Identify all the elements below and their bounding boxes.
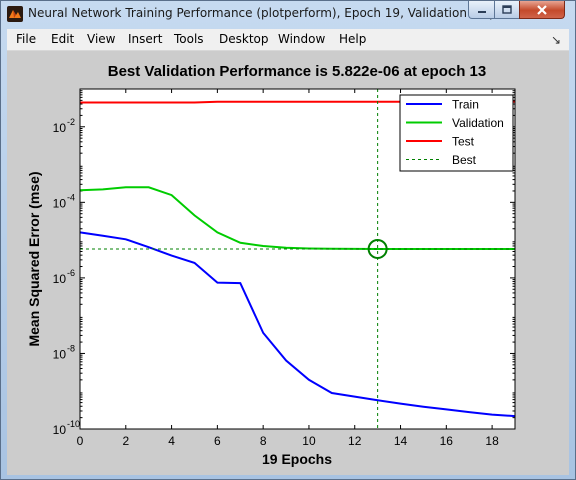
menu-file[interactable]: File (16, 32, 37, 46)
menu-desktop[interactable]: Desktop (219, 32, 269, 46)
legend-label-validation: Validation (452, 116, 504, 130)
x-tick-label: 18 (485, 434, 499, 448)
dock-arrow-icon[interactable]: ↘ (550, 33, 561, 47)
minimize-button[interactable] (468, 1, 495, 19)
x-tick-label: 2 (122, 434, 129, 448)
close-icon (537, 4, 547, 15)
menu-view[interactable]: View (87, 32, 116, 46)
x-tick-label: 4 (168, 434, 175, 448)
y-tick-label-base: 10 (53, 347, 67, 361)
best-point-marker (367, 238, 388, 259)
x-axis-label: 19 Epochs (262, 451, 332, 467)
window-title: Neural Network Training Performance (plo… (28, 6, 501, 20)
y-tick-label-base: 10 (53, 272, 67, 286)
title-bar[interactable]: Neural Network Training Performance (plo… (1, 1, 575, 29)
figure-canvas: Best Validation Performance is 5.822e-06… (7, 51, 569, 475)
legend-label-train: Train (452, 98, 479, 112)
y-axis-label: Mean Squared Error (mse) (26, 171, 42, 346)
minimize-icon (477, 10, 486, 13)
y-tick-label-base: 10 (53, 423, 67, 437)
menu-insert[interactable]: Insert (128, 32, 163, 46)
y-tick-label-exponent: -10 (67, 419, 80, 429)
x-tick-label: 0 (77, 434, 84, 448)
menu-window[interactable]: Window (278, 32, 326, 46)
menu-bar: File Edit View Insert Tools Desktop Wind… (7, 29, 569, 51)
x-tick-label: 12 (348, 434, 362, 448)
y-tick-label-exponent: -2 (67, 117, 75, 127)
legend-box (399, 94, 514, 172)
x-tick-label: 8 (260, 434, 267, 448)
axes-frame (79, 88, 516, 430)
x-tick-label: 16 (440, 434, 454, 448)
chart-title: Best Validation Performance is 5.822e-06… (108, 63, 487, 80)
y-tick-label-exponent: -8 (67, 343, 75, 353)
menu-tools[interactable]: Tools (174, 32, 204, 46)
y-tick-label-exponent: -6 (67, 268, 75, 278)
matlab-icon (7, 6, 23, 22)
performance-plot: Best Validation Performance is 5.822e-06… (26, 63, 516, 467)
legend-label-best: Best (452, 153, 477, 167)
maximize-icon (502, 5, 512, 14)
maximize-button[interactable] (494, 1, 520, 19)
y-tick-label-base: 10 (53, 196, 67, 210)
legend-label-test: Test (452, 135, 475, 149)
y-tick-label-base: 10 (53, 121, 67, 135)
y-tick-label-exponent: -4 (67, 192, 75, 202)
menu-edit[interactable]: Edit (51, 32, 75, 46)
close-button[interactable] (519, 1, 565, 19)
x-tick-label: 14 (394, 434, 408, 448)
x-tick-label: 6 (214, 434, 221, 448)
x-tick-label: 10 (302, 434, 316, 448)
menu-help[interactable]: Help (339, 32, 367, 46)
